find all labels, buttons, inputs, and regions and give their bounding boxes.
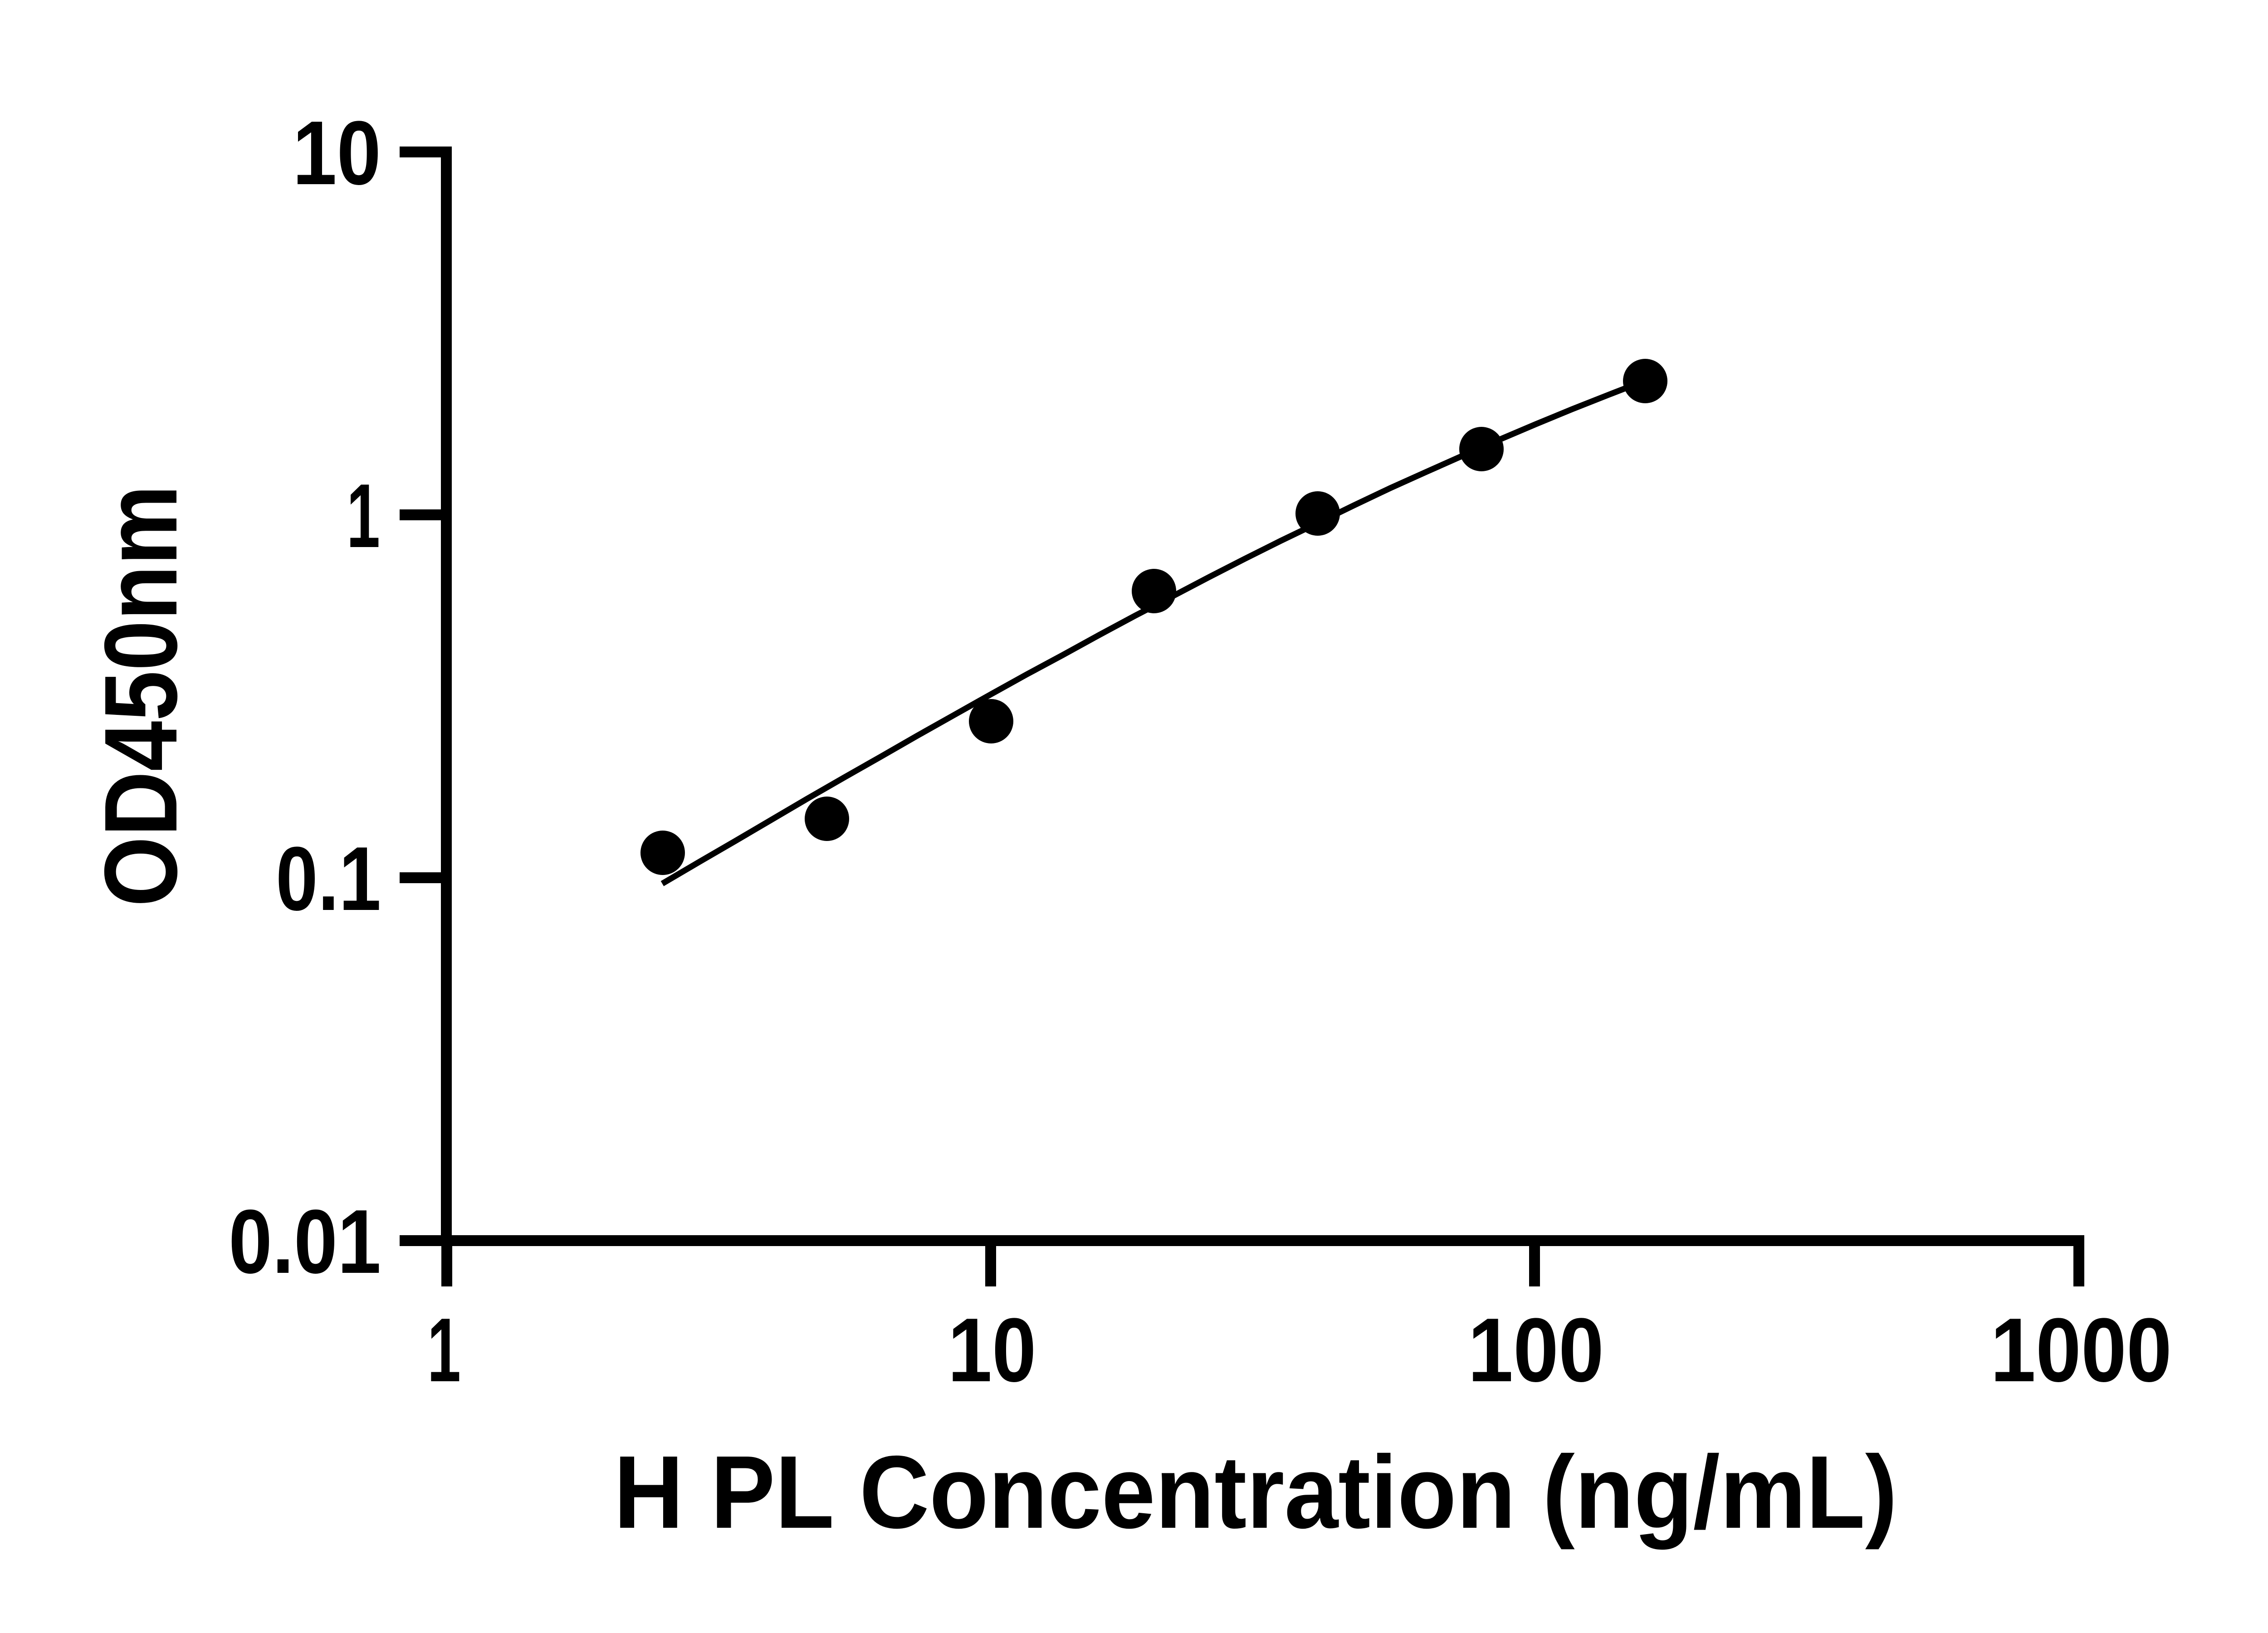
svg-text:H PL Concentration (ng/mL): H PL Concentration (ng/mL) bbox=[614, 1435, 1897, 1550]
svg-text:1000: 1000 bbox=[1990, 1300, 2172, 1401]
svg-text:100: 100 bbox=[1468, 1300, 1604, 1401]
svg-text:0.1: 0.1 bbox=[276, 828, 381, 929]
svg-text:OD450nm: OD450nm bbox=[83, 485, 199, 907]
svg-text:1: 1 bbox=[427, 1300, 461, 1401]
svg-text:0.01: 0.01 bbox=[229, 1191, 381, 1292]
svg-text:10: 10 bbox=[948, 1300, 1036, 1401]
svg-text:10: 10 bbox=[293, 103, 381, 204]
svg-text:1: 1 bbox=[347, 465, 380, 567]
